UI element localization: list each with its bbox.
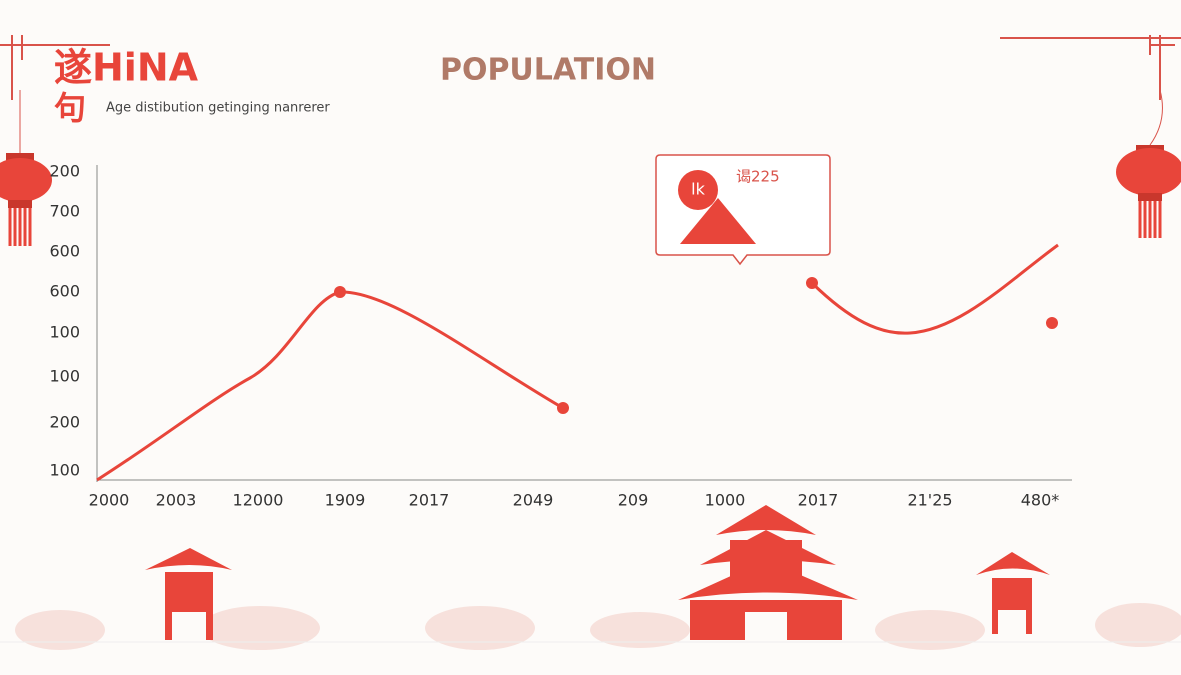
point: [557, 402, 569, 414]
x-label: 2000: [89, 491, 130, 510]
y-label: 100: [49, 367, 80, 386]
y-label: 200: [49, 413, 80, 432]
callout-text: 谒225: [736, 168, 780, 186]
x-label: 2049: [513, 491, 554, 510]
subtitle: Age distibution getinging nanrerer: [106, 101, 330, 116]
lantern-left: [0, 90, 52, 246]
y-labels: 200 700 600 600 100 100 200 100: [49, 162, 80, 480]
pagoda: [145, 505, 1050, 640]
x-label: 1909: [325, 491, 366, 510]
point: [1046, 317, 1058, 329]
clouds: [15, 603, 1181, 650]
title: POPULATION: [440, 53, 656, 88]
x-label: 2003: [156, 491, 197, 510]
callout: lk 谒225: [655, 154, 831, 266]
x-label: 480*: [1021, 491, 1060, 510]
point: [806, 277, 818, 289]
point: [334, 286, 346, 298]
lantern-right: [1116, 89, 1181, 238]
x-label: 1000: [705, 491, 746, 510]
y-label: 700: [49, 202, 80, 221]
y-label: 200: [49, 162, 80, 181]
y-label: 100: [49, 323, 80, 342]
y-label: 600: [49, 242, 80, 261]
y-label: 100: [49, 461, 80, 480]
x-label: 2017: [798, 491, 839, 510]
logo-line1: 遂HiNA: [54, 46, 199, 90]
x-label: 2017: [409, 491, 450, 510]
frame-ornament: [0, 35, 1181, 100]
logo-line2: 句: [54, 89, 86, 127]
x-labels: 2000 2003 12000 1909 2017 2049 209 1000 2017 21'2…: [89, 491, 1060, 510]
trend-line: [96, 290, 564, 482]
y-label: 600: [49, 282, 80, 301]
callout-badge: lk: [691, 180, 705, 199]
trend-line: [810, 243, 1059, 335]
x-label: 209: [618, 491, 649, 510]
x-label: 12000: [233, 491, 284, 510]
x-label: 21'25: [907, 491, 952, 510]
